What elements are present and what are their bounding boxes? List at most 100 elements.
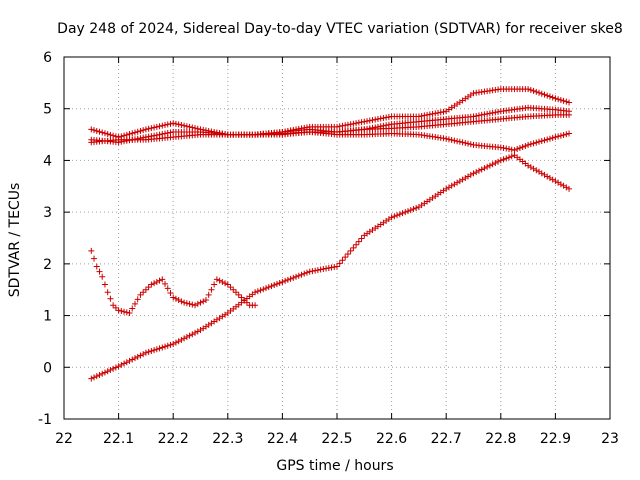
- data-point: [462, 140, 469, 147]
- data-point: [557, 132, 564, 139]
- data-point: [145, 284, 152, 291]
- data-point: [151, 347, 158, 354]
- data-point: [175, 121, 182, 128]
- data-point: [355, 119, 362, 126]
- data-point: [219, 278, 226, 285]
- data-point: [563, 98, 570, 105]
- data-point: [383, 114, 390, 121]
- data-point: [456, 178, 463, 185]
- data-point: [456, 138, 463, 145]
- x-tick-label: 23: [601, 431, 619, 447]
- series-rising: [88, 152, 573, 382]
- data-point: [465, 140, 472, 147]
- data-point: [93, 373, 100, 380]
- data-point: [170, 341, 177, 348]
- y-axis-label: SDTVAR / TECUs: [7, 183, 23, 298]
- data-point: [153, 346, 160, 353]
- data-point: [314, 267, 321, 274]
- data-point: [93, 263, 100, 270]
- data-point: [181, 122, 188, 129]
- data-point: [189, 301, 196, 308]
- data-point: [96, 268, 103, 275]
- data-point: [189, 331, 196, 338]
- data-point: [467, 171, 474, 178]
- data-point: [437, 109, 444, 116]
- data-point: [394, 212, 401, 219]
- data-point: [566, 185, 573, 192]
- data-point: [175, 338, 182, 345]
- data-point: [91, 127, 98, 134]
- data-point: [131, 300, 138, 307]
- data-point: [93, 127, 100, 134]
- data-point: [508, 146, 515, 153]
- data-point: [301, 270, 308, 277]
- data-point: [156, 123, 163, 130]
- data-point: [511, 147, 518, 154]
- data-point: [560, 97, 567, 104]
- data-point: [317, 266, 324, 273]
- data-point: [358, 119, 365, 126]
- grid: [64, 57, 610, 419]
- data-point: [186, 123, 193, 130]
- data-point: [129, 305, 136, 312]
- data-point: [325, 264, 332, 271]
- data-point: [533, 88, 540, 95]
- data-point: [156, 345, 163, 352]
- data-point: [183, 123, 190, 130]
- data-points: [88, 86, 573, 382]
- data-point: [503, 155, 510, 162]
- data-point: [366, 117, 373, 124]
- data-point: [172, 120, 179, 127]
- data-point: [544, 92, 551, 99]
- data-point: [353, 241, 360, 248]
- data-point: [549, 134, 556, 141]
- data-point: [369, 117, 376, 124]
- data-point: [200, 298, 207, 305]
- data-point: [536, 138, 543, 145]
- data-point: [519, 143, 526, 150]
- x-tick-label: 22.6: [376, 431, 407, 447]
- data-point: [129, 356, 136, 363]
- x-axis-ticks: 22 22.1 22.2 22.3 22.4 22.5 22.6 22.7 22.8 22.9 23: [55, 57, 619, 447]
- data-point: [194, 328, 201, 335]
- data-point: [170, 120, 177, 127]
- data-point: [194, 300, 201, 307]
- data-point: [544, 173, 551, 180]
- data-point: [429, 110, 436, 117]
- data-point: [525, 86, 532, 93]
- data-point: [243, 299, 250, 306]
- data-point: [555, 133, 562, 140]
- data-point: [350, 244, 357, 251]
- data-point: [541, 137, 548, 144]
- data-point: [298, 271, 305, 278]
- data-point: [162, 280, 169, 287]
- data-point: [347, 121, 354, 128]
- data-point: [162, 343, 169, 350]
- data-point: [492, 160, 499, 167]
- data-point: [91, 374, 98, 381]
- data-point: [339, 122, 346, 129]
- y-tick-label: 1: [43, 309, 52, 325]
- data-point: [536, 168, 543, 175]
- data-point: [183, 334, 190, 341]
- data-point: [475, 167, 482, 174]
- y-tick-label: 2: [43, 257, 52, 273]
- series-declining: [252, 128, 573, 154]
- data-point: [388, 214, 395, 221]
- x-tick-label: 22.2: [158, 431, 189, 447]
- data-point: [145, 125, 152, 132]
- data-point: [148, 281, 155, 288]
- data-point: [222, 280, 229, 287]
- data-point: [115, 363, 122, 370]
- series-low-wiggle: [88, 247, 259, 316]
- data-point: [546, 93, 553, 100]
- data-point: [107, 366, 114, 373]
- data-point: [557, 181, 564, 188]
- data-point: [96, 371, 103, 378]
- data-point: [186, 332, 193, 339]
- data-point: [538, 138, 545, 145]
- data-point: [208, 286, 215, 293]
- y-tick-label: 0: [43, 360, 52, 376]
- data-point: [538, 90, 545, 97]
- x-axis-label: GPS time / hours: [276, 458, 393, 474]
